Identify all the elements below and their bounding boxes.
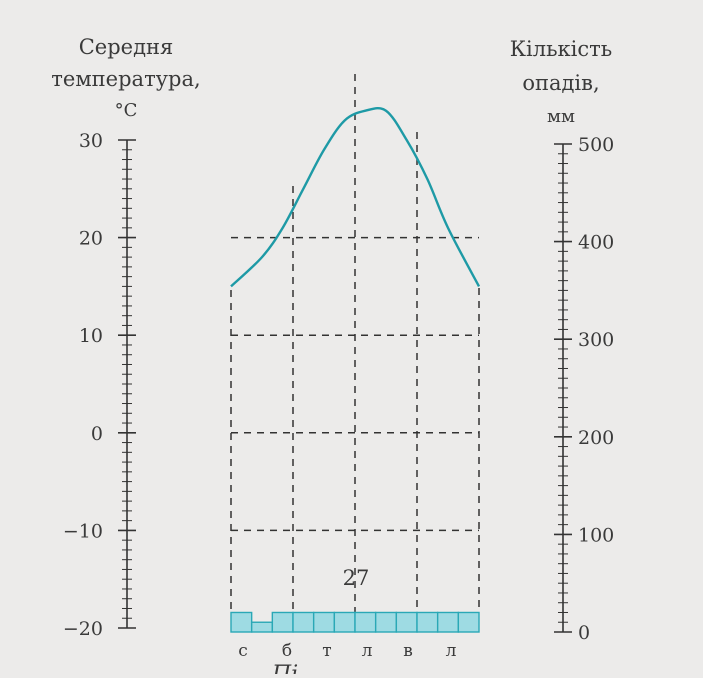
right-tick-label: 500 xyxy=(578,134,614,156)
left-axis-title-line-2: температура, xyxy=(51,67,200,91)
right-tick-label: 400 xyxy=(578,232,614,254)
left-tick-label: 10 xyxy=(79,325,103,347)
month-label: т xyxy=(322,641,331,661)
right-tick-label: 100 xyxy=(578,524,614,546)
precipitation-bar xyxy=(457,611,480,633)
left-tick-label: −10 xyxy=(63,520,103,542)
left-axis: 30 20 10 0 −10 −20 xyxy=(63,130,136,640)
right-axis-title-line-2: опадів, xyxy=(522,71,599,95)
month-label: в xyxy=(403,641,413,661)
precipitation-bar xyxy=(395,611,418,633)
month-label: л xyxy=(446,641,457,661)
temperature-line xyxy=(230,106,481,288)
precipitation-bar xyxy=(354,611,377,633)
left-tick-label: −20 xyxy=(63,618,103,640)
right-tick-label: 300 xyxy=(578,329,614,351)
temperature-curve xyxy=(230,106,481,288)
precipitation-bar xyxy=(312,611,336,633)
precipitation-bar xyxy=(416,611,439,633)
right-tick-label: 200 xyxy=(578,427,614,449)
left-axis-title-line-3: °C xyxy=(115,100,138,121)
right-tick-label: 0 xyxy=(578,622,590,644)
precipitation-bars xyxy=(230,611,480,633)
footer-text: Пі xyxy=(271,662,298,674)
precipitation-bar xyxy=(436,611,460,633)
right-axis-title: Кількість опадів, мм xyxy=(510,37,612,127)
left-tick-label: 0 xyxy=(91,423,103,445)
precipitation-bar xyxy=(230,611,253,633)
precipitation-bar xyxy=(374,611,398,633)
month-label: б xyxy=(282,641,292,661)
right-axis-unit: мм xyxy=(547,106,575,127)
annotation-label: 27 xyxy=(343,566,370,590)
right-axis: 500 400 300 200 100 0 xyxy=(554,134,614,644)
precipitation-bar xyxy=(292,611,315,633)
left-axis-title: Середня температура, °C xyxy=(51,35,200,121)
month-label: л xyxy=(362,641,373,661)
precipitation-bar xyxy=(333,611,356,633)
precipitation-bar xyxy=(271,611,294,633)
left-axis-title-line-1: Середня xyxy=(79,35,174,59)
right-axis-title-line-1: Кількість xyxy=(510,37,612,61)
dashed-grid xyxy=(230,74,480,612)
left-tick-label: 20 xyxy=(79,228,103,250)
left-tick-label: 30 xyxy=(79,130,103,152)
month-label: с xyxy=(238,641,248,661)
precipitation-bar xyxy=(250,621,274,633)
